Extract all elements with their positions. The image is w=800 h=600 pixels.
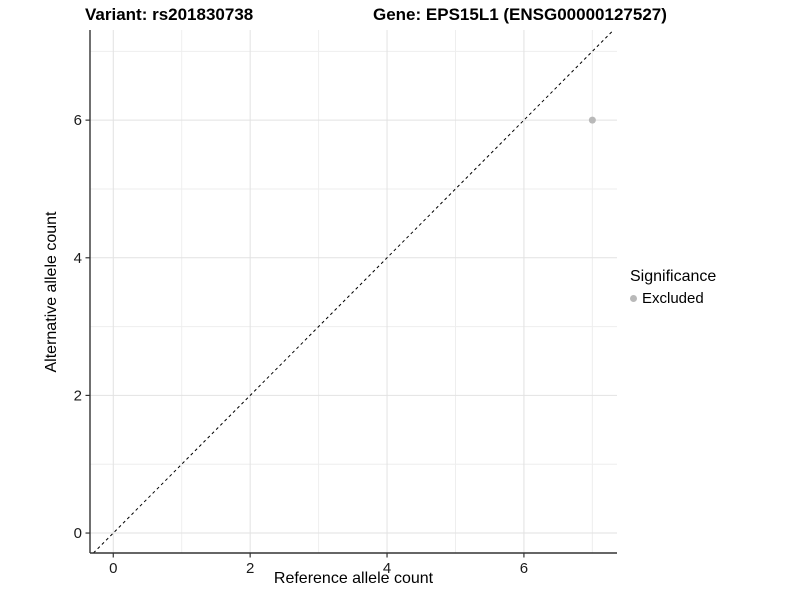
legend-item-label: Excluded [642, 290, 704, 307]
x-tick-label: 4 [383, 560, 391, 577]
x-tick-label: 0 [109, 560, 117, 577]
data-point [588, 116, 596, 124]
variant-title: Variant: rs201830738 [85, 5, 254, 24]
gene-title: Gene: EPS15L1 (ENSG00000127527) [373, 5, 667, 24]
y-tick-label: 2 [74, 387, 82, 404]
y-tick-label: 0 [74, 525, 82, 542]
legend: Significance Excluded [630, 268, 716, 307]
x-tick-label: 6 [520, 560, 528, 577]
excluded-point-swatch-icon [630, 295, 637, 302]
legend-title: Significance [630, 268, 717, 285]
y-tick-label: 6 [74, 112, 82, 129]
y-axis-title: Alternative allele count [43, 211, 60, 373]
x-tick-label: 2 [246, 560, 254, 577]
identity-dashed-line [93, 29, 614, 554]
x-axis-title: Reference allele count [273, 570, 434, 587]
y-tick-label: 4 [74, 250, 82, 267]
legend-item-excluded: Excluded [630, 290, 716, 307]
